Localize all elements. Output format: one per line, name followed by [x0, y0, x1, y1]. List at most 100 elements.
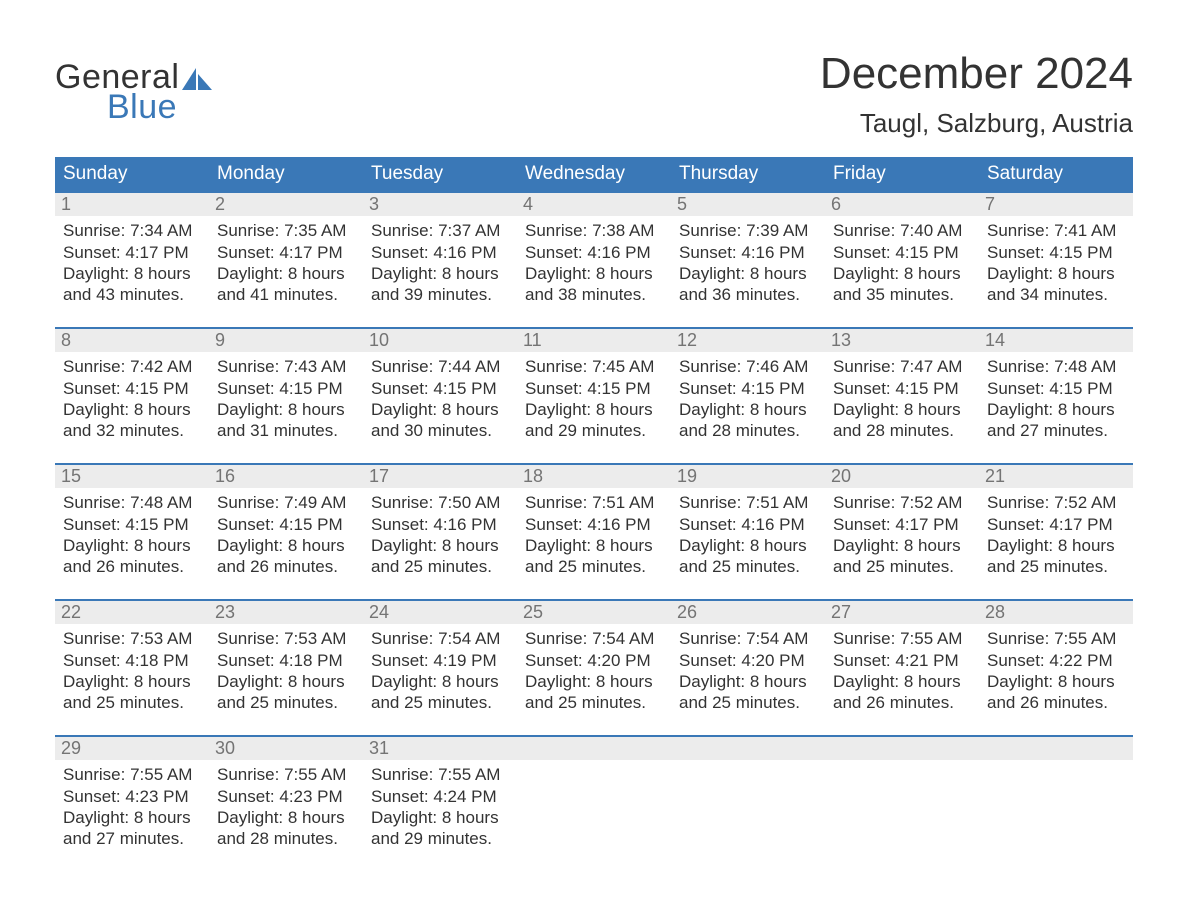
day-cell: Sunrise: 7:35 AMSunset: 4:17 PMDaylight:… — [209, 216, 363, 309]
day-number: 19 — [671, 465, 825, 488]
day-header-sunday: Sunday — [55, 157, 209, 191]
day-number: 23 — [209, 601, 363, 624]
daylight-text: Daylight: 8 hours — [63, 263, 201, 284]
day-cell: Sunrise: 7:55 AMSunset: 4:21 PMDaylight:… — [825, 624, 979, 717]
day-number — [979, 737, 1133, 760]
day-number: 2 — [209, 193, 363, 216]
day-cell: Sunrise: 7:55 AMSunset: 4:23 PMDaylight:… — [55, 760, 209, 853]
daylight-text: Daylight: 8 hours — [833, 399, 971, 420]
day-number: 5 — [671, 193, 825, 216]
day-cell: Sunrise: 7:44 AMSunset: 4:15 PMDaylight:… — [363, 352, 517, 445]
daylight-text: Daylight: 8 hours — [217, 263, 355, 284]
sunrise-text: Sunrise: 7:48 AM — [63, 492, 201, 513]
sunset-text: Sunset: 4:19 PM — [371, 650, 509, 671]
day-number: 14 — [979, 329, 1133, 352]
day-number: 26 — [671, 601, 825, 624]
sunrise-text: Sunrise: 7:40 AM — [833, 220, 971, 241]
daylight-text: and 25 minutes. — [525, 556, 663, 577]
daylight-text: Daylight: 8 hours — [679, 399, 817, 420]
day-cell: Sunrise: 7:37 AMSunset: 4:16 PMDaylight:… — [363, 216, 517, 309]
sunset-text: Sunset: 4:16 PM — [371, 514, 509, 535]
sunset-text: Sunset: 4:15 PM — [217, 378, 355, 399]
day-number: 22 — [55, 601, 209, 624]
day-cell: Sunrise: 7:52 AMSunset: 4:17 PMDaylight:… — [979, 488, 1133, 581]
day-number: 16 — [209, 465, 363, 488]
sunset-text: Sunset: 4:17 PM — [833, 514, 971, 535]
daylight-text: Daylight: 8 hours — [525, 671, 663, 692]
daylight-text: and 39 minutes. — [371, 284, 509, 305]
daylight-text: and 25 minutes. — [833, 556, 971, 577]
day-body-row: Sunrise: 7:42 AMSunset: 4:15 PMDaylight:… — [55, 352, 1133, 445]
daylight-text: Daylight: 8 hours — [987, 671, 1125, 692]
day-cell: Sunrise: 7:42 AMSunset: 4:15 PMDaylight:… — [55, 352, 209, 445]
day-cell — [825, 760, 979, 853]
sunset-text: Sunset: 4:17 PM — [63, 242, 201, 263]
sunset-text: Sunset: 4:24 PM — [371, 786, 509, 807]
sunset-text: Sunset: 4:15 PM — [679, 378, 817, 399]
daylight-text: Daylight: 8 hours — [371, 807, 509, 828]
sunset-text: Sunset: 4:15 PM — [525, 378, 663, 399]
week-block: 22232425262728Sunrise: 7:53 AMSunset: 4:… — [55, 599, 1133, 717]
daylight-text: Daylight: 8 hours — [371, 399, 509, 420]
logo: General Blue — [55, 50, 212, 124]
sunrise-text: Sunrise: 7:45 AM — [525, 356, 663, 377]
daylight-text: and 25 minutes. — [217, 692, 355, 713]
daylight-text: and 28 minutes. — [679, 420, 817, 441]
day-number — [517, 737, 671, 760]
sunrise-text: Sunrise: 7:54 AM — [371, 628, 509, 649]
sunrise-text: Sunrise: 7:38 AM — [525, 220, 663, 241]
daynum-row: 15161718192021 — [55, 465, 1133, 488]
daylight-text: and 34 minutes. — [987, 284, 1125, 305]
sunset-text: Sunset: 4:16 PM — [525, 242, 663, 263]
sunrise-text: Sunrise: 7:55 AM — [63, 764, 201, 785]
day-cell: Sunrise: 7:46 AMSunset: 4:15 PMDaylight:… — [671, 352, 825, 445]
day-cell: Sunrise: 7:39 AMSunset: 4:16 PMDaylight:… — [671, 216, 825, 309]
day-header-tuesday: Tuesday — [363, 157, 517, 191]
sunset-text: Sunset: 4:18 PM — [217, 650, 355, 671]
day-cell — [517, 760, 671, 853]
day-cell: Sunrise: 7:51 AMSunset: 4:16 PMDaylight:… — [671, 488, 825, 581]
sunset-text: Sunset: 4:16 PM — [679, 242, 817, 263]
daylight-text: Daylight: 8 hours — [679, 263, 817, 284]
daylight-text: and 25 minutes. — [987, 556, 1125, 577]
daylight-text: and 31 minutes. — [217, 420, 355, 441]
daylight-text: Daylight: 8 hours — [63, 535, 201, 556]
daylight-text: and 35 minutes. — [833, 284, 971, 305]
sunrise-text: Sunrise: 7:37 AM — [371, 220, 509, 241]
daylight-text: Daylight: 8 hours — [217, 399, 355, 420]
sunrise-text: Sunrise: 7:46 AM — [679, 356, 817, 377]
sunset-text: Sunset: 4:23 PM — [63, 786, 201, 807]
daylight-text: and 29 minutes. — [371, 828, 509, 849]
daylight-text: Daylight: 8 hours — [987, 535, 1125, 556]
daylight-text: Daylight: 8 hours — [371, 263, 509, 284]
day-cell: Sunrise: 7:34 AMSunset: 4:17 PMDaylight:… — [55, 216, 209, 309]
sunrise-text: Sunrise: 7:55 AM — [833, 628, 971, 649]
daylight-text: and 25 minutes. — [679, 556, 817, 577]
daylight-text: and 25 minutes. — [525, 692, 663, 713]
daylight-text: and 28 minutes. — [217, 828, 355, 849]
day-body-row: Sunrise: 7:55 AMSunset: 4:23 PM Daylight:… — [55, 760, 1133, 853]
daylight-text: and 30 minutes. — [371, 420, 509, 441]
day-number: 18 — [517, 465, 671, 488]
day-number: 1 — [55, 193, 209, 216]
logo-word-blue: Blue — [107, 90, 212, 124]
day-number: 9 — [209, 329, 363, 352]
day-header-thursday: Thursday — [671, 157, 825, 191]
daylight-text: Daylight: 8 hours — [833, 671, 971, 692]
daylight-text: Daylight: 8 hours — [217, 807, 355, 828]
daylight-text: and 28 minutes. — [833, 420, 971, 441]
daylight-text: and 43 minutes. — [63, 284, 201, 305]
sunrise-text: Sunrise: 7:53 AM — [217, 628, 355, 649]
title-block: December 2024 Taugl, Salzburg, Austria — [820, 50, 1133, 139]
day-cell: Sunrise: 7:40 AMSunset: 4:15 PMDaylight:… — [825, 216, 979, 309]
sunrise-text: Sunrise: 7:34 AM — [63, 220, 201, 241]
daylight-text: and 38 minutes. — [525, 284, 663, 305]
daynum-row: 293031 — [55, 737, 1133, 760]
daylight-text: and 25 minutes. — [679, 692, 817, 713]
sunset-text: Sunset: 4:15 PM — [371, 378, 509, 399]
day-header-friday: Friday — [825, 157, 979, 191]
sunset-text: Sunset: 4:15 PM — [63, 378, 201, 399]
daylight-text: Daylight: 8 hours — [987, 399, 1125, 420]
sunrise-text: Sunrise: 7:43 AM — [217, 356, 355, 377]
day-number: 25 — [517, 601, 671, 624]
